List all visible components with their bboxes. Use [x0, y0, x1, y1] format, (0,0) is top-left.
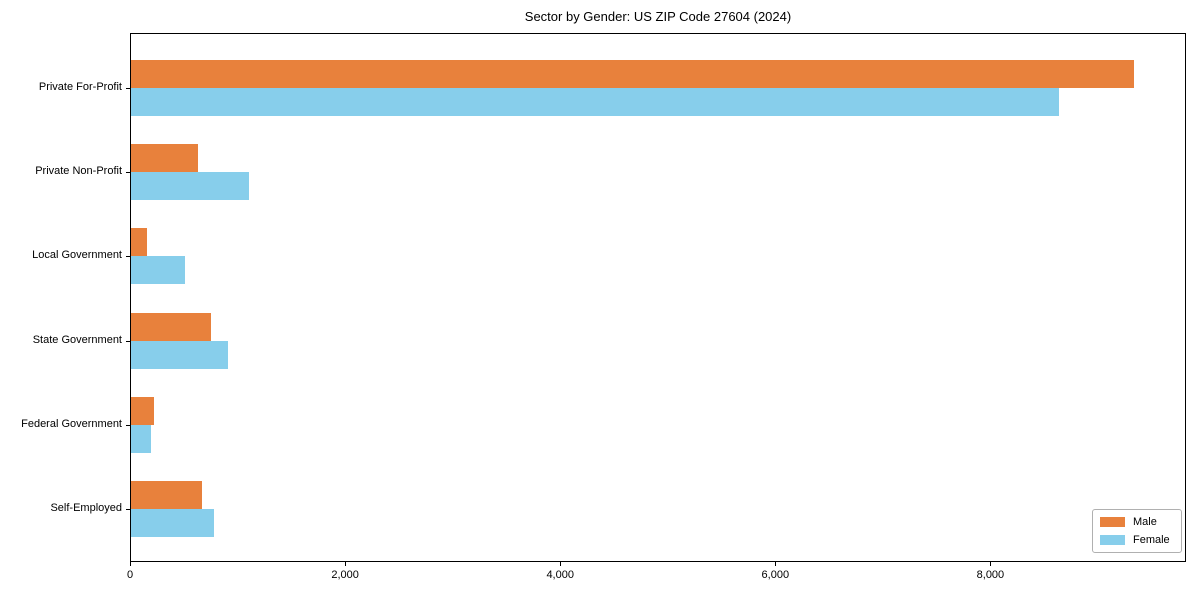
- x-axis-label-2000: 2,000: [331, 569, 359, 581]
- legend-label-male: Male: [1133, 516, 1157, 528]
- bar-female-federal-government: [131, 424, 151, 453]
- x-axis-tick: [345, 562, 347, 566]
- bar-male-federal-government: [131, 396, 155, 425]
- x-axis-label-4000: 4,000: [546, 569, 574, 581]
- legend-entry-male: Male: [1100, 515, 1174, 529]
- legend-swatch-male: [1100, 517, 1125, 527]
- y-axis-label-private-for-profit: Private For-Profit: [38, 81, 122, 93]
- y-axis-tick: [126, 509, 130, 510]
- legend-entry-female: Female: [1100, 533, 1174, 547]
- x-axis-tick: [130, 562, 131, 566]
- legend-label-female: Female: [1133, 534, 1170, 546]
- x-axis-label-6000: 6,000: [761, 569, 790, 581]
- plot-area: [130, 33, 1186, 562]
- chart-title: Sector by Gender: US ZIP Code 27604 (202…: [524, 9, 792, 24]
- legend-swatch-female: [1100, 535, 1125, 545]
- bar-male-self-employed: [131, 481, 202, 509]
- y-axis-tick: [126, 88, 130, 89]
- bar-female-self-employed: [131, 509, 214, 537]
- y-axis-label-federal-government: Federal Government: [21, 417, 122, 430]
- x-axis-tick: [775, 562, 777, 566]
- y-axis-label-state-government: State Government: [32, 333, 122, 346]
- x-axis-label-8000: 8,000: [976, 569, 1005, 581]
- y-axis-label-self-employed: Self-Employed: [50, 502, 122, 514]
- y-axis-tick: [126, 424, 130, 426]
- y-axis-label-local-government: Local Government: [32, 249, 122, 262]
- y-axis-label-private-non-profit: Private Non-Profit: [35, 165, 122, 178]
- bar-female-local-government: [131, 256, 185, 285]
- legend: Male Female: [1092, 509, 1182, 553]
- y-axis-tick: [126, 256, 130, 258]
- bar-male-state-government: [131, 312, 211, 341]
- y-axis-tick: [126, 340, 130, 342]
- x-axis-tick: [560, 562, 562, 566]
- bar-male-private-for-profit: [131, 60, 1135, 88]
- x-axis-label-0: 0: [126, 569, 134, 581]
- y-axis-tick: [126, 172, 130, 174]
- bar-male-private-non-profit: [131, 144, 198, 173]
- x-axis-tick: [990, 562, 992, 566]
- bar-female-state-government: [131, 340, 228, 369]
- bar-female-private-non-profit: [131, 172, 250, 201]
- bar-female-private-for-profit: [131, 88, 1060, 116]
- bar-male-local-government: [131, 228, 148, 257]
